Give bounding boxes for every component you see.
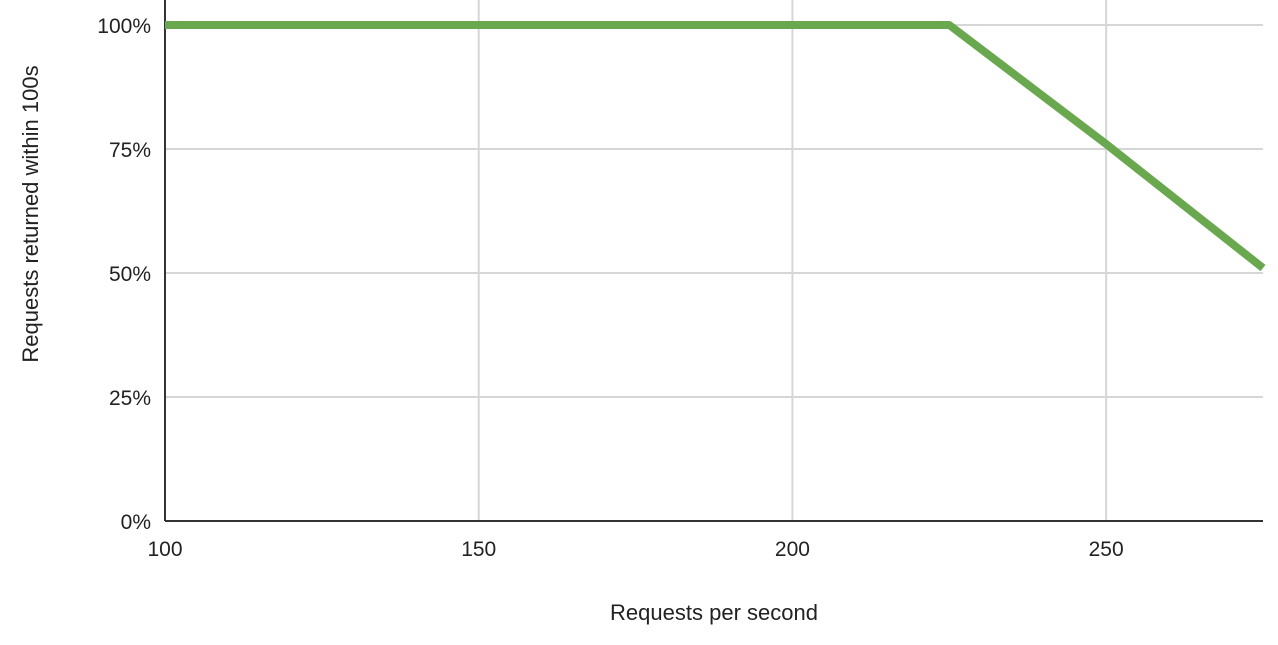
x-tick-label: 200	[775, 538, 810, 561]
y-axis-label: Requests returned within 100s	[18, 65, 43, 362]
y-tick-label: 75%	[109, 139, 151, 162]
y-tick-label: 0%	[121, 511, 151, 534]
gridlines	[165, 0, 1263, 521]
y-tick-label: 100%	[97, 15, 151, 38]
y-tick-label: 25%	[109, 387, 151, 410]
series-line	[165, 21, 1266, 272]
tick-labels: 0% 25% 50% 75% 100% 100 150 200 250	[97, 15, 1123, 561]
x-tick-label: 150	[461, 538, 496, 561]
x-tick-label: 250	[1089, 538, 1124, 561]
axes	[164, 0, 1263, 522]
y-tick-label: 50%	[109, 263, 151, 286]
x-axis-label: Requests per second	[610, 600, 818, 625]
x-tick-label: 100	[147, 538, 182, 561]
series	[165, 21, 1266, 272]
